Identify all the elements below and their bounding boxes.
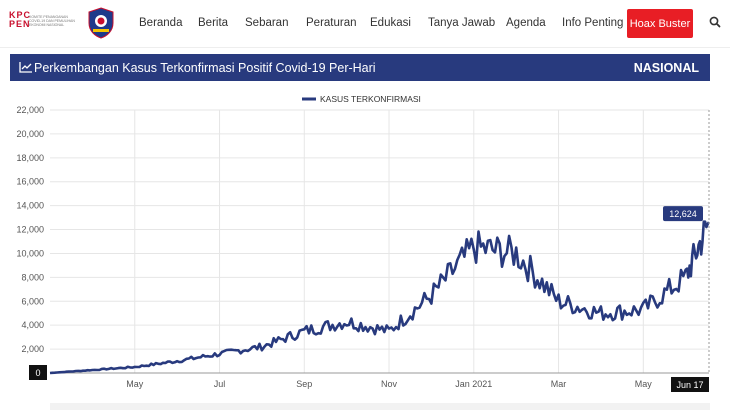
kpcpen-logo[interactable]: KPC PEN KOMITE PENANGANAN COVID-19 DAN P… [9, 7, 117, 41]
x-tick-label: May [126, 379, 144, 389]
hoax-buster-button[interactable]: Hoax Buster [627, 9, 693, 38]
y-tick-label: 2,000 [21, 344, 44, 354]
x-crosshair-label: Jun 17 [676, 380, 703, 390]
scope-label: NASIONAL [633, 61, 699, 75]
nav-berita[interactable]: Berita [198, 17, 229, 29]
logo-wordmark: KPC PEN [9, 10, 32, 29]
emblem-icon [88, 7, 114, 39]
x-tick-label: Jul [214, 379, 226, 389]
search-icon[interactable] [708, 15, 722, 29]
logo-subtext: KOMITE PENANGANAN COVID-19 DAN PEMULIHAN… [29, 15, 75, 27]
x-tick-label: Mar [551, 379, 567, 389]
chart-title: Perkembangan Kasus Terkonfirmasi Positif… [34, 61, 376, 75]
y-tick-label: 10,000 [16, 248, 44, 258]
y-tick-label: 14,000 [16, 201, 44, 211]
y-tick-label: 8,000 [21, 272, 44, 282]
y-tick-label: 18,000 [16, 153, 44, 163]
y-tick-label: 12,000 [16, 225, 44, 235]
y-tick-label: 20,000 [16, 129, 44, 139]
line-chart-icon [19, 62, 32, 73]
top-navbar: KPC PEN KOMITE PENANGANAN COVID-19 DAN P… [0, 0, 730, 48]
line-chart[interactable]: KASUS TERKONFIRMASI 0 2,000 4,000 6,000 8,000… [0, 82, 730, 410]
y-crosshair-label: 0 [35, 368, 40, 378]
tooltip-value: 12,624 [669, 209, 697, 219]
chart-bottom-band [50, 403, 710, 410]
nav-sebaran[interactable]: Sebaran [245, 17, 289, 29]
tooltip-box [663, 206, 703, 222]
nav-agenda[interactable]: Agenda [506, 17, 546, 29]
x-tick-label: May [635, 379, 653, 389]
x-tick-label: Jan 2021 [455, 379, 492, 389]
legend-label: KASUS TERKONFIRMASI [320, 94, 421, 104]
chart-header-bar: Perkembangan Kasus Terkonfirmasi Positif… [10, 54, 710, 81]
y-crosshair-box [29, 365, 47, 380]
series-line-kasus [49, 220, 711, 375]
y-tick-label: 6,000 [21, 296, 44, 306]
x-crosshair-box [671, 377, 709, 392]
nav-edukasi[interactable]: Edukasi [370, 17, 411, 29]
y-tick-label: 22,000 [16, 105, 44, 115]
nav-peraturan[interactable]: Peraturan [306, 17, 357, 29]
x-tick-label: Nov [381, 379, 398, 389]
y-tick-label: 4,000 [21, 320, 44, 330]
x-tick-label: Sep [296, 379, 312, 389]
chart-container: KASUS TERKONFIRMASI 0 2,000 4,000 6,000 8,000… [0, 82, 730, 410]
nav-info-penting[interactable]: Info Penting [562, 17, 624, 29]
nav-beranda[interactable]: Beranda [139, 17, 183, 29]
nav-tanya-jawab[interactable]: Tanya Jawab [428, 17, 496, 29]
y-tick-label: 16,000 [16, 177, 44, 187]
